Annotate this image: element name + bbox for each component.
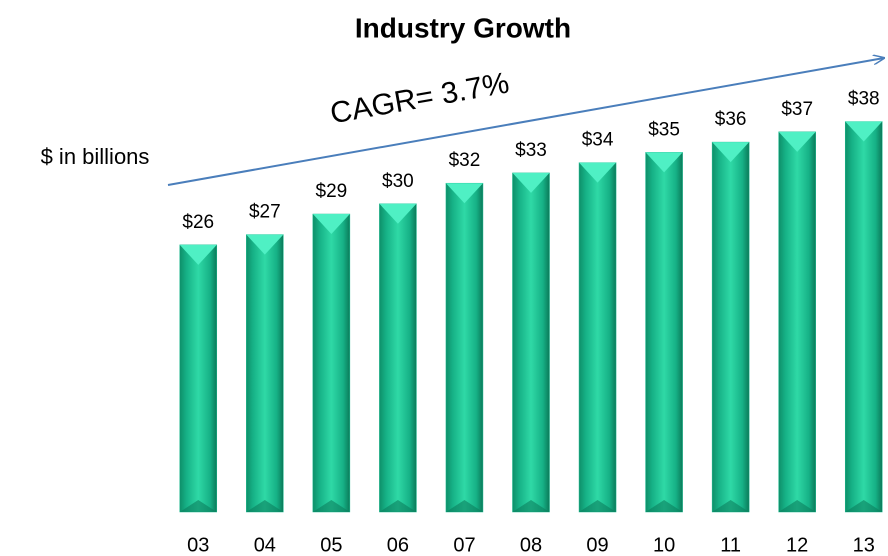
bar-bevel <box>445 183 483 204</box>
bar-bevel <box>579 500 617 512</box>
x-tick-label: 08 <box>520 534 542 556</box>
value-label: $32 <box>449 150 481 171</box>
trend-arrow <box>167 58 884 186</box>
value-label: $37 <box>781 99 813 120</box>
bar-bevel <box>845 500 883 512</box>
bar <box>711 141 750 513</box>
bar <box>778 131 816 513</box>
value-label: $26 <box>182 212 214 233</box>
bar-bevel <box>512 172 550 193</box>
value-label: $27 <box>249 202 281 223</box>
bar-bevel <box>179 500 217 512</box>
value-label: $34 <box>582 130 614 151</box>
y-axis-label: $ in billions <box>41 144 150 169</box>
bar-bevel <box>712 500 750 512</box>
annotation: CAGR= 3.7% <box>328 66 512 130</box>
bar-bevel <box>645 152 683 173</box>
bar-bevel <box>778 131 816 152</box>
bar <box>645 152 683 513</box>
bar-bevel <box>778 500 816 512</box>
bar-bevel <box>379 203 417 224</box>
x-tick-label: 12 <box>786 534 808 556</box>
bar <box>179 244 218 513</box>
bar <box>246 234 284 513</box>
value-label: $36 <box>715 109 747 130</box>
bar-bevel <box>845 121 883 142</box>
bar <box>312 213 351 513</box>
bar-bevel <box>179 244 217 265</box>
bar <box>445 182 484 513</box>
bar-bevel <box>579 162 617 183</box>
x-tick-label: 06 <box>387 534 409 556</box>
bar <box>844 121 883 513</box>
bar-bevel <box>445 500 483 512</box>
bar <box>578 162 617 513</box>
value-label: $33 <box>515 140 547 161</box>
bar-bevel <box>712 142 750 163</box>
x-tick-label: 05 <box>320 534 342 556</box>
x-tick-label: 13 <box>853 534 875 556</box>
bar-bevel <box>512 500 550 512</box>
x-tick-label: 07 <box>453 534 475 556</box>
bar-bevel <box>312 500 350 512</box>
x-tick-label: 03 <box>187 534 209 556</box>
bar-bevel <box>645 500 683 512</box>
bar-bevel <box>246 500 284 512</box>
x-tick-label: 10 <box>653 534 675 556</box>
bar-bevel <box>379 500 417 512</box>
x-tick-label: 09 <box>586 534 608 556</box>
bar-bevel <box>246 234 284 255</box>
bar <box>379 203 417 513</box>
value-label: $35 <box>648 119 680 140</box>
value-label: $30 <box>382 171 414 192</box>
bar <box>512 172 550 513</box>
x-tick-label: 04 <box>254 534 276 556</box>
value-label: $29 <box>316 181 348 202</box>
value-label: $38 <box>848 89 880 110</box>
bar-bevel <box>312 214 350 235</box>
chart-title: Industry Growth <box>355 12 571 43</box>
x-tick-label: 11 <box>720 534 741 556</box>
